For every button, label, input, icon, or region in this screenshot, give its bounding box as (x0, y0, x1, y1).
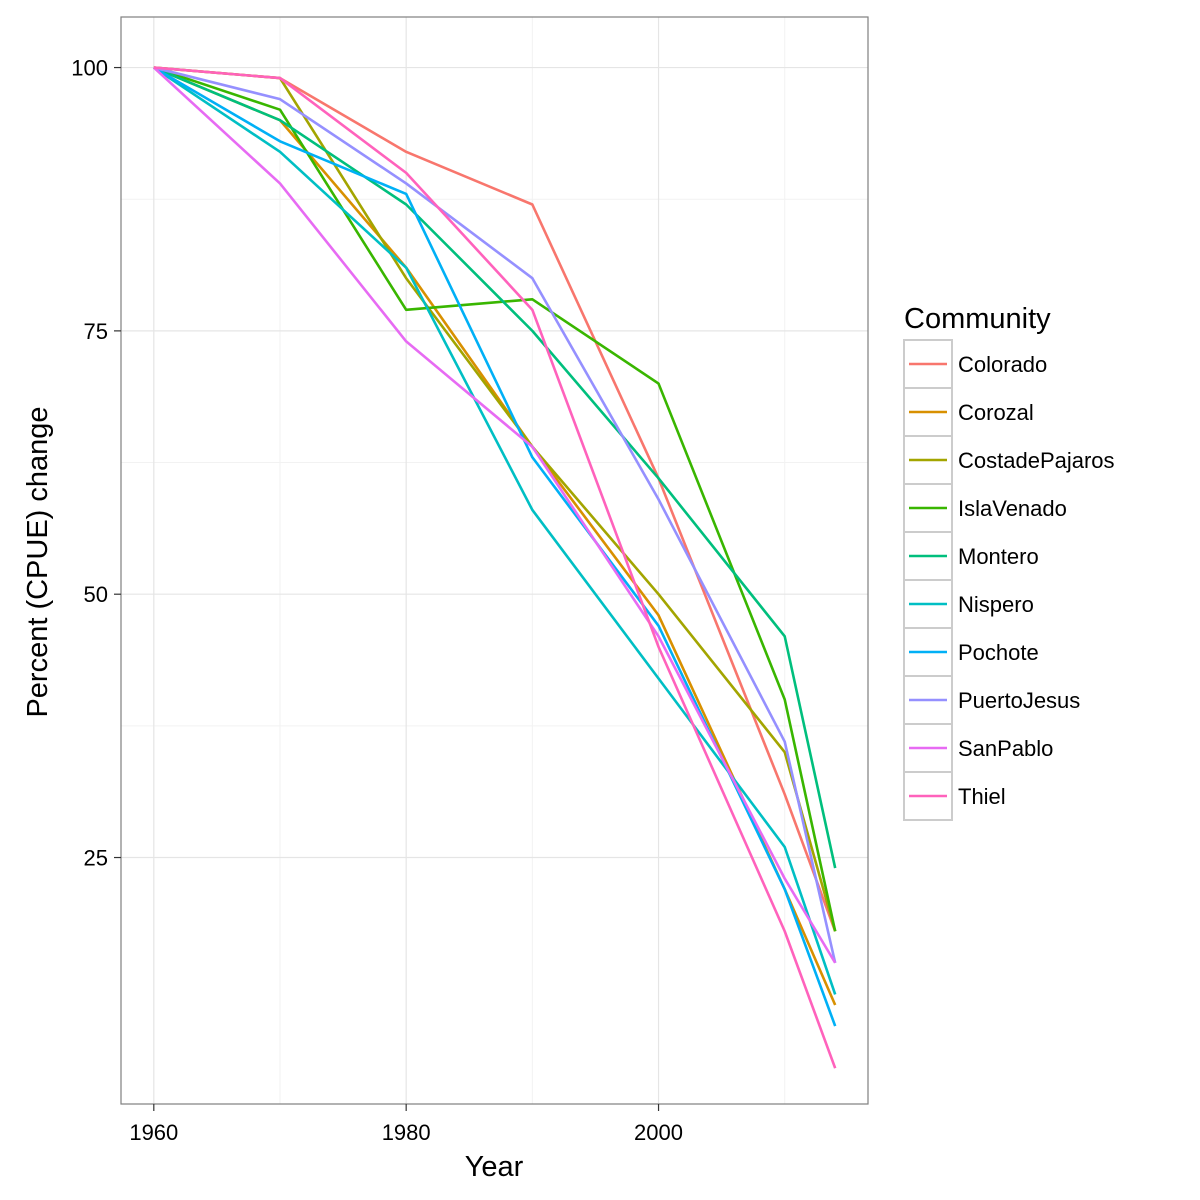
y-tick-label: 100 (71, 56, 108, 81)
legend-item-islavenado: IslaVenado (903, 483, 1067, 533)
series-line-nispero (153, 66, 837, 995)
series-line-islavenado (153, 66, 837, 932)
legend-label: CostadePajaros (958, 448, 1115, 473)
y-axis-title: Percent (CPUE) change (22, 406, 54, 717)
y-axis: 25 50 75 100 (71, 56, 121, 871)
legend-item-montero: Montero (903, 531, 1039, 581)
legend-item-nispero: Nispero (903, 579, 1034, 629)
series-lines (152, 66, 837, 1069)
y-tick-label: 25 (84, 846, 108, 871)
series-line-puertojesus (153, 66, 837, 964)
minor-grid (121, 17, 868, 1104)
x-tick-label: 2000 (634, 1120, 683, 1145)
legend-item-pochote: Pochote (903, 627, 1039, 677)
plot-panel (121, 17, 868, 1104)
legend-label: Corozal (958, 400, 1034, 425)
legend-label: Thiel (958, 784, 1006, 809)
y-tick-label: 75 (84, 319, 108, 344)
legend-label: Montero (958, 544, 1039, 569)
major-grid (121, 17, 868, 1104)
x-tick-label: 1980 (382, 1120, 431, 1145)
series-line-montero (153, 66, 837, 869)
series-line-pochote (153, 66, 837, 1027)
legend-label: Nispero (958, 592, 1034, 617)
legend-item-sanpablo: SanPablo (903, 723, 1053, 773)
legend-title: Community (904, 303, 1051, 335)
x-axis-title: Year (465, 1151, 524, 1183)
y-tick-label: 50 (84, 582, 108, 607)
legend-label: Pochote (958, 640, 1039, 665)
legend-item-costadepajaros: CostadePajaros (903, 435, 1115, 485)
legend-item-puertojesus: PuertoJesus (903, 675, 1080, 725)
legend-item-corozal: Corozal (903, 387, 1034, 437)
x-tick-label: 1960 (129, 1120, 178, 1145)
plot-panel-border (120, 16, 869, 1105)
legend-item-colorado: Colorado (903, 339, 1047, 389)
legend-label: Colorado (958, 352, 1047, 377)
legend-label: SanPablo (958, 736, 1053, 761)
x-axis: 1960 1980 2000 (129, 1104, 683, 1145)
legend-label: PuertoJesus (958, 688, 1080, 713)
legend-item-thiel: Thiel (903, 771, 1006, 821)
legend-label: IslaVenado (958, 496, 1067, 521)
legend: Community Colorado Corozal CostadePajaros I… (903, 303, 1115, 821)
series-line-sanpablo (152, 66, 837, 964)
series-line-thiel (153, 66, 837, 1069)
